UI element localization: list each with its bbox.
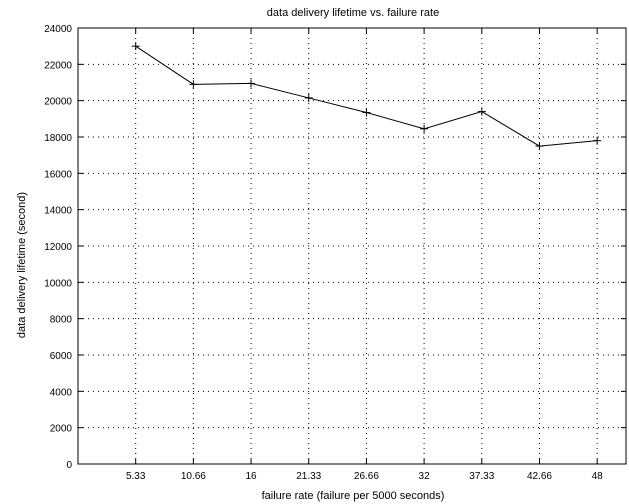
- y-tick-label: 8000: [50, 315, 73, 326]
- x-tick-label: 26.66: [354, 471, 379, 482]
- y-tick-label: 14000: [44, 206, 72, 217]
- data-point: [593, 136, 602, 145]
- y-tick-label: 20000: [44, 97, 72, 108]
- data-point: [535, 142, 544, 151]
- data-point: [420, 124, 429, 133]
- series-line: [135, 45, 598, 147]
- x-tick-label: 48: [592, 471, 604, 482]
- y-tick-label: 18000: [44, 133, 72, 144]
- x-tick-label: 21.33: [296, 471, 321, 482]
- y-tick-label: 24000: [44, 24, 72, 35]
- x-tick-label: 5.33: [126, 471, 146, 482]
- data-point: [131, 42, 140, 51]
- x-axis-tick-labels: 5.33 10.66 16 21.33 26.66 32 37.33 42.66 48: [126, 471, 603, 482]
- data-point: [247, 79, 256, 88]
- grid-lines: [78, 28, 626, 464]
- x-tick-label: 42.66: [527, 471, 552, 482]
- x-tick-label: 32: [419, 471, 431, 482]
- y-tick-label: 4000: [50, 387, 73, 398]
- x-tick-label: 16: [245, 471, 257, 482]
- x-tick-label: 10.66: [181, 471, 206, 482]
- y-axis-label: data delivery lifetime (second): [16, 192, 28, 338]
- axis-ticks: [78, 27, 626, 465]
- x-axis-label: failure rate (failure per 5000 seconds): [262, 490, 445, 502]
- data-series: [131, 42, 602, 151]
- y-tick-label: 2000: [50, 424, 73, 435]
- data-point: [304, 93, 313, 102]
- chart-title: data delivery lifetime vs. failure rate: [267, 7, 439, 19]
- data-point: [362, 108, 371, 117]
- y-tick-label: 10000: [44, 278, 72, 289]
- data-point: [189, 80, 198, 89]
- y-tick-label: 0: [66, 460, 72, 471]
- y-tick-label: 22000: [44, 60, 72, 71]
- y-tick-label: 12000: [44, 242, 72, 253]
- y-tick-label: 16000: [44, 169, 72, 180]
- y-tick-label: 6000: [50, 351, 73, 362]
- y-axis-tick-labels: 0 2000 4000 6000 8000 10000 12000 14000 16000 180…: [44, 24, 72, 471]
- x-tick-label: 37.33: [469, 471, 494, 482]
- data-point: [477, 107, 486, 116]
